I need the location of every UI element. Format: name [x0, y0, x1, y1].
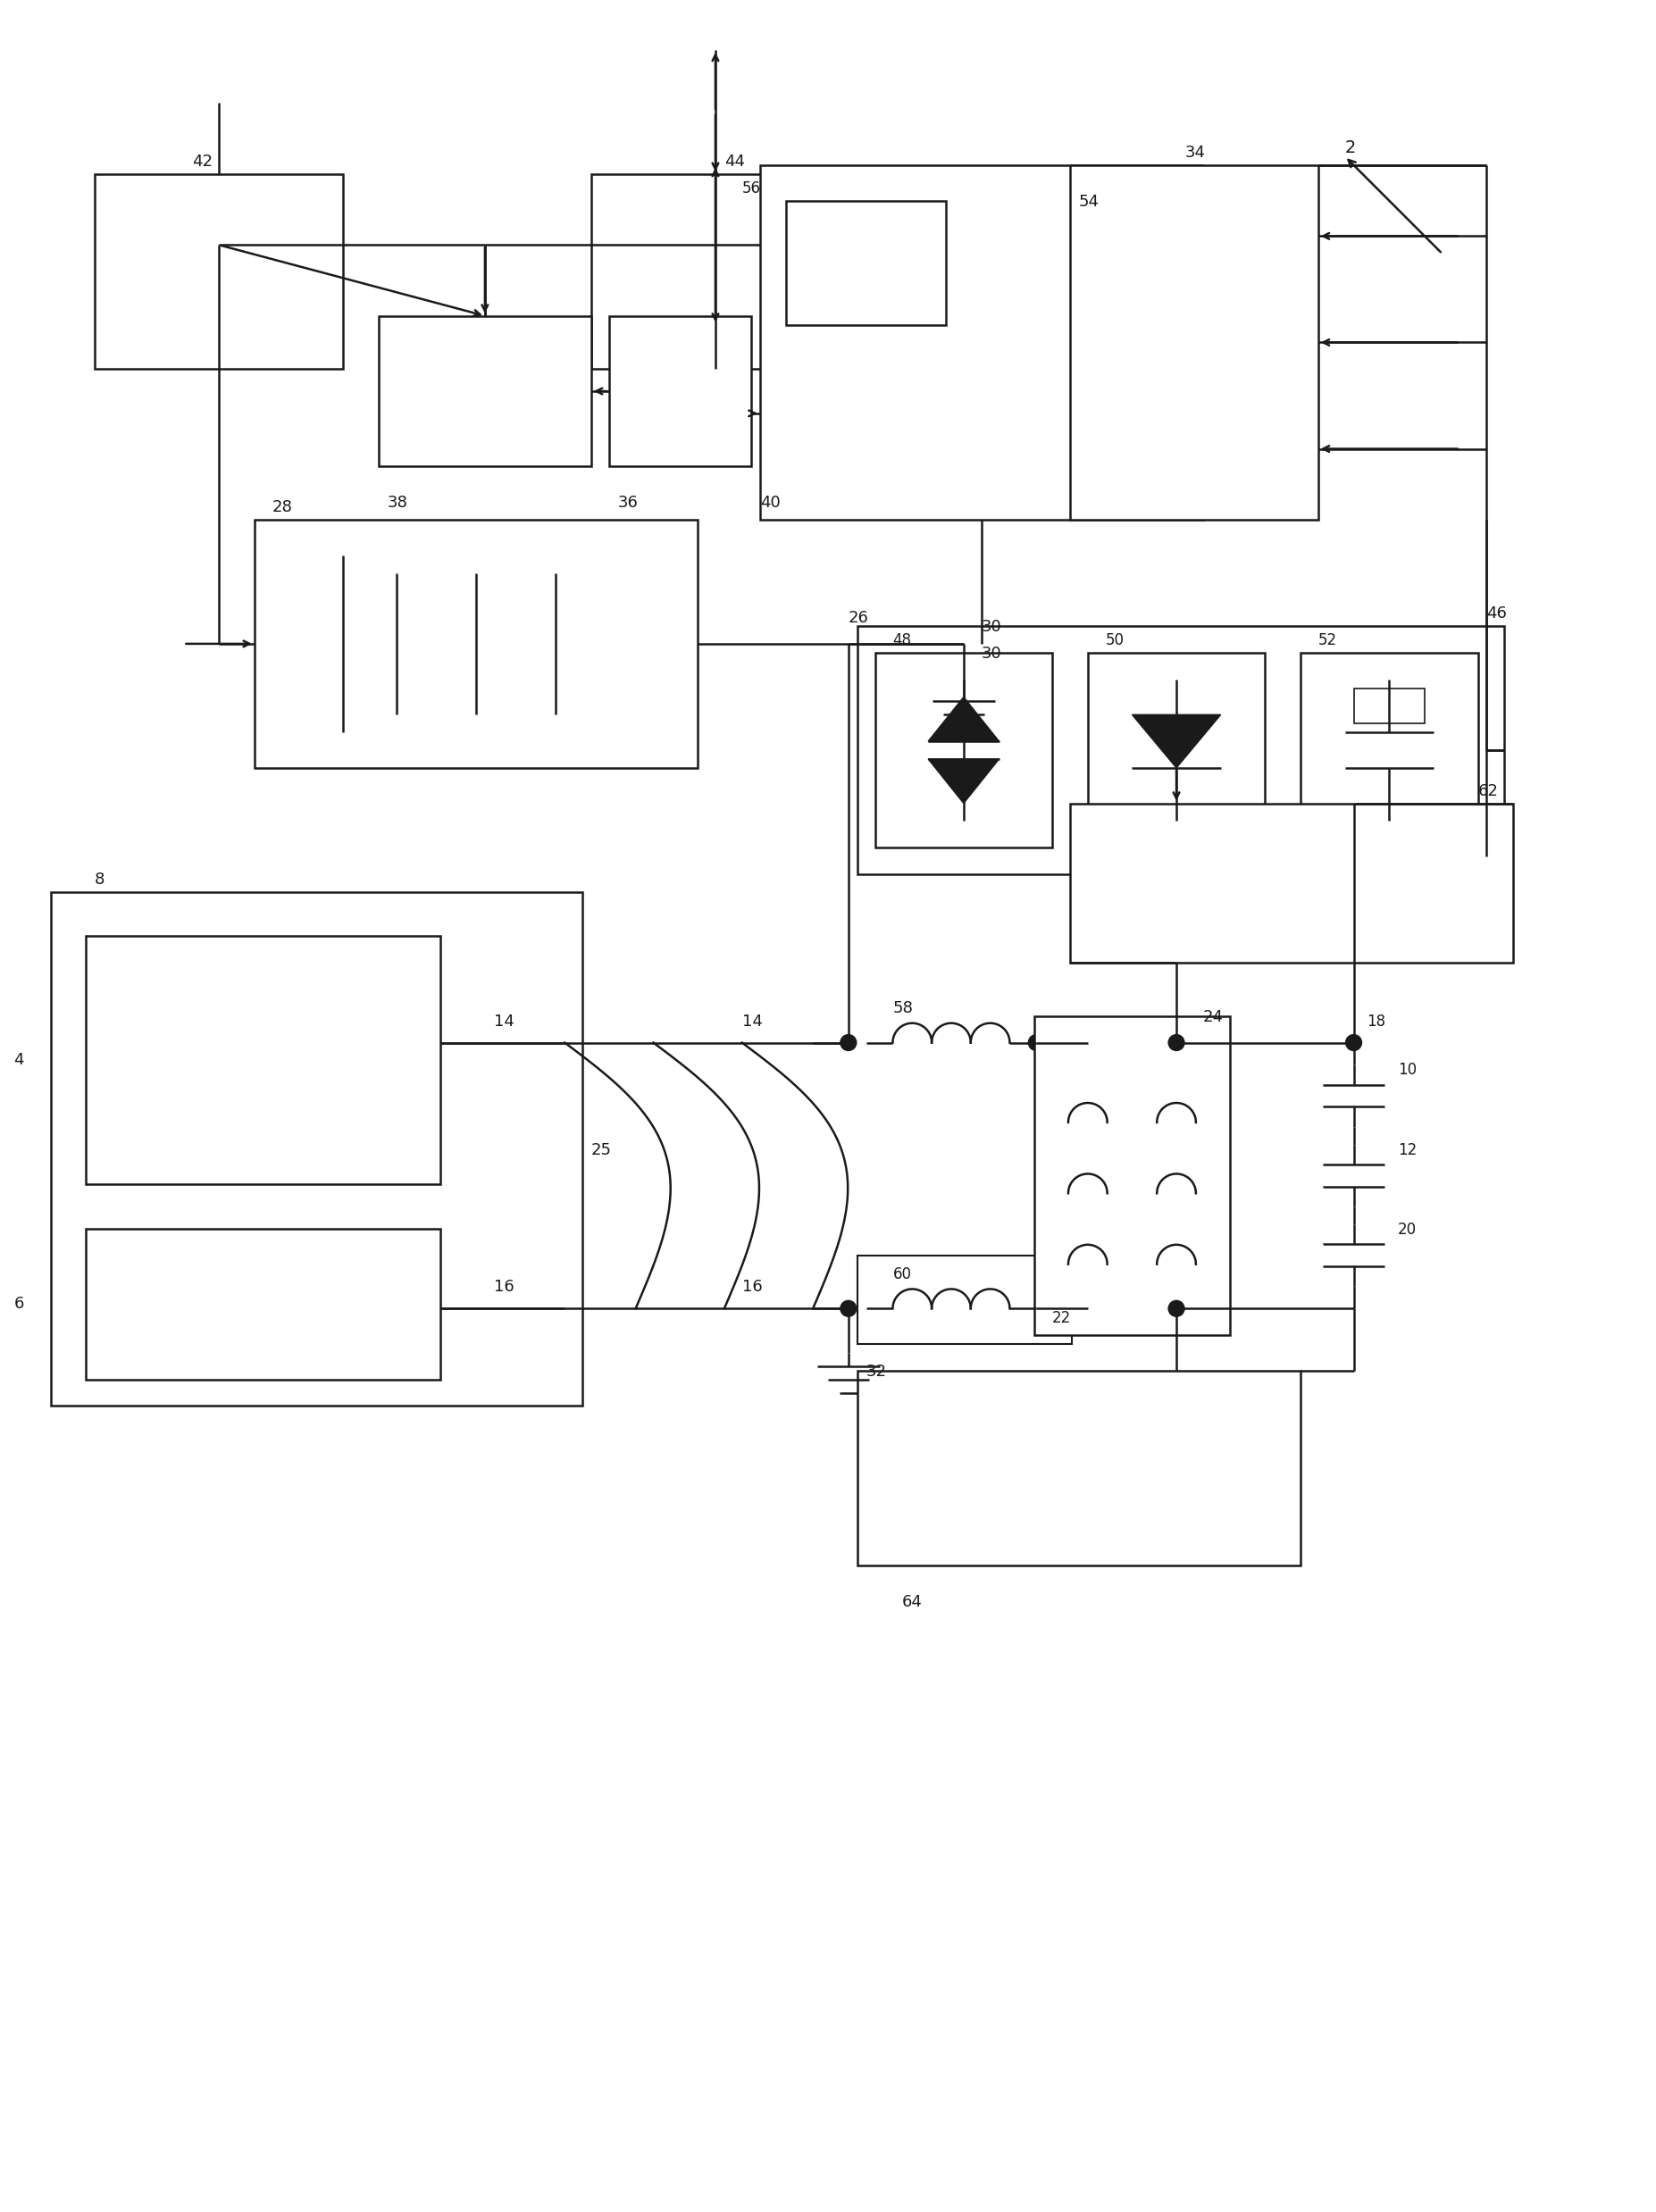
Polygon shape — [927, 697, 999, 741]
Text: 36: 36 — [618, 495, 638, 511]
Bar — [591, 175, 840, 369]
Text: 18: 18 — [1366, 1013, 1386, 1029]
Text: 44: 44 — [724, 153, 745, 170]
Text: 46: 46 — [1487, 606, 1507, 622]
Text: 8: 8 — [94, 872, 104, 887]
Bar — [86, 936, 440, 1183]
Circle shape — [1346, 1035, 1361, 1051]
Circle shape — [956, 635, 972, 653]
Text: 28: 28 — [272, 500, 293, 515]
Bar — [874, 653, 1052, 847]
Bar — [1088, 653, 1265, 847]
Bar — [1070, 803, 1514, 962]
Bar — [760, 166, 1202, 520]
Bar — [858, 626, 1504, 874]
Text: 2: 2 — [1345, 139, 1356, 157]
Text: 40: 40 — [760, 495, 780, 511]
Text: 14: 14 — [493, 1013, 515, 1029]
Text: 38: 38 — [388, 495, 407, 511]
Text: 16: 16 — [493, 1279, 513, 1296]
Text: 52: 52 — [1318, 633, 1336, 648]
Bar — [255, 520, 697, 768]
Polygon shape — [927, 759, 999, 803]
Text: 42: 42 — [192, 153, 214, 170]
Text: 48: 48 — [893, 633, 911, 648]
Bar — [858, 1371, 1300, 1566]
Text: 34: 34 — [1186, 144, 1206, 161]
Bar — [1070, 166, 1318, 520]
Circle shape — [1169, 1035, 1184, 1051]
Text: 58: 58 — [893, 1000, 912, 1015]
Bar — [86, 1228, 440, 1380]
Text: 54: 54 — [1078, 192, 1100, 210]
Text: 6: 6 — [13, 1296, 23, 1312]
Text: 50: 50 — [1106, 633, 1124, 648]
Text: 56: 56 — [742, 179, 760, 197]
Bar — [1300, 653, 1477, 847]
Circle shape — [1169, 1301, 1184, 1316]
Circle shape — [1028, 1301, 1045, 1316]
Bar — [1035, 1015, 1230, 1336]
Text: 25: 25 — [591, 1141, 611, 1157]
Text: 12: 12 — [1398, 1141, 1418, 1157]
Text: 26: 26 — [848, 611, 869, 626]
Circle shape — [840, 1301, 856, 1316]
Bar — [787, 201, 946, 325]
Circle shape — [1028, 1035, 1045, 1051]
Text: 30: 30 — [982, 619, 1002, 635]
Bar — [1353, 688, 1424, 723]
Bar — [609, 316, 750, 467]
Text: 64: 64 — [901, 1595, 922, 1610]
Text: 22: 22 — [1052, 1310, 1071, 1327]
Polygon shape — [1133, 714, 1220, 768]
Text: 16: 16 — [742, 1279, 762, 1296]
Text: 10: 10 — [1398, 1062, 1418, 1077]
Text: 4: 4 — [13, 1053, 23, 1068]
Bar — [94, 175, 343, 369]
Text: 60: 60 — [893, 1265, 911, 1283]
Text: 24: 24 — [1202, 1009, 1224, 1024]
Text: 14: 14 — [742, 1013, 762, 1029]
Text: 20: 20 — [1398, 1221, 1418, 1239]
Bar — [379, 316, 591, 467]
Text: 30: 30 — [982, 646, 1002, 661]
Bar — [858, 1256, 1071, 1345]
Text: 62: 62 — [1477, 783, 1499, 799]
Circle shape — [840, 1035, 856, 1051]
Text: 32: 32 — [866, 1363, 886, 1380]
Bar — [51, 891, 583, 1407]
